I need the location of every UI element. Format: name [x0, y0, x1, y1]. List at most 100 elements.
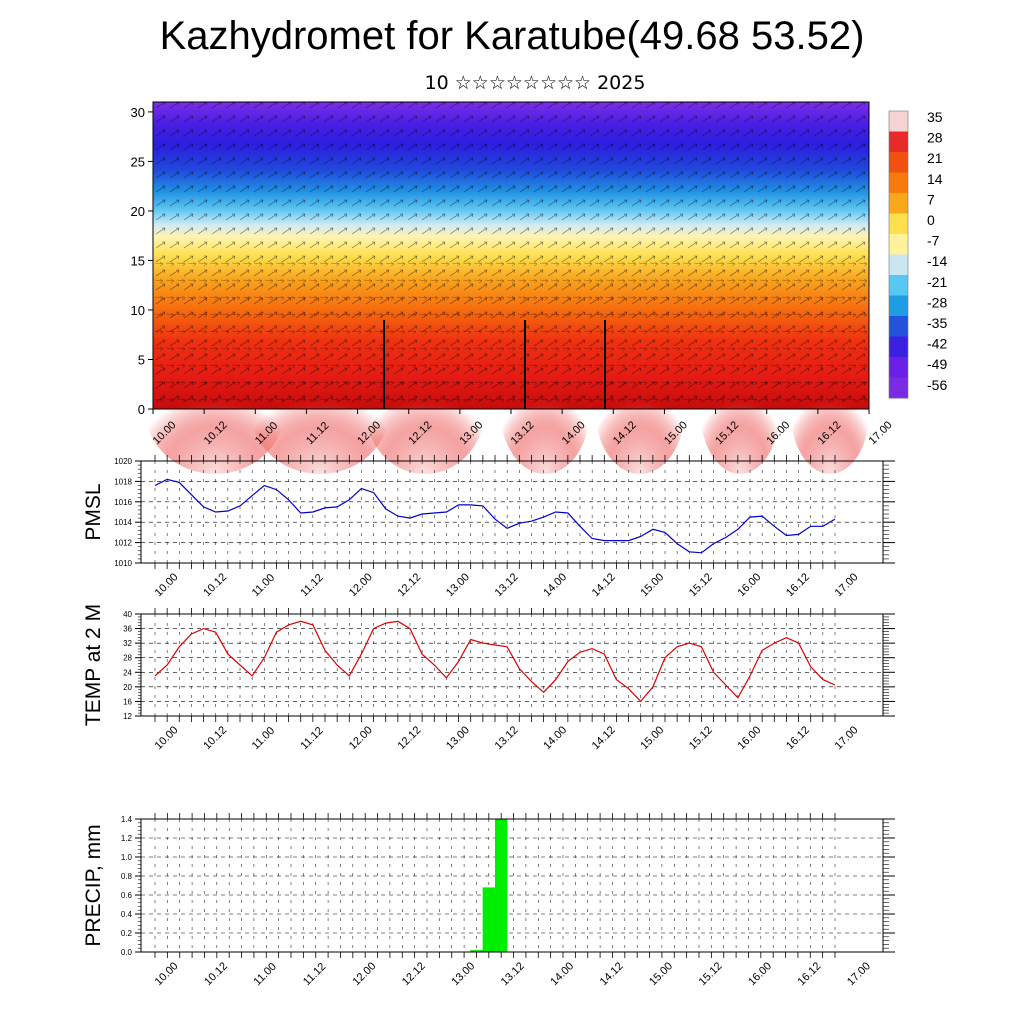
x-tick-label: 15.12 — [687, 571, 715, 599]
wind-vectors-low — [153, 252, 869, 409]
y-tick-label: 1.0 — [121, 853, 133, 862]
colorbar-label: 21 — [927, 150, 943, 166]
colorbar-segment — [889, 152, 908, 173]
y-tick-label: 0.0 — [121, 948, 133, 957]
x-tick-label: 16.00 — [746, 960, 774, 988]
y-axis-label: TEMP at 2 M — [82, 604, 105, 726]
y-tick-label: 0.4 — [121, 910, 133, 919]
x-tick-label: 10.12 — [201, 571, 229, 599]
x-tick-label: 11.00 — [250, 725, 277, 752]
x-tick-label: 15.00 — [638, 571, 666, 599]
series-line — [154, 620, 836, 703]
y-tick-label: 1014 — [114, 518, 132, 527]
x-tick-label: 12.00 — [347, 571, 375, 599]
x-tick-label: 17.00 — [833, 724, 861, 752]
x-tick-label: 13.12 — [493, 724, 521, 752]
panel-frame — [140, 460, 884, 564]
y-tick-label: 12 — [123, 712, 132, 721]
colorbar-label: 0 — [927, 212, 935, 228]
y-tick-label: 0 — [138, 402, 145, 417]
x-tick-label: 16.12 — [784, 724, 812, 752]
colorbar-label: 14 — [927, 171, 943, 187]
panel-frame — [140, 613, 884, 717]
y-tick-label: 16 — [123, 697, 132, 706]
x-tick-label: 15.12 — [697, 960, 725, 988]
colorbar-label: -7 — [927, 233, 940, 249]
y-axis-label: PRECIP, mm — [82, 824, 105, 946]
colorbar-label: 28 — [927, 130, 943, 146]
series-line — [154, 478, 836, 554]
x-tick-label: 16.00 — [735, 724, 763, 752]
x-tick-label: 13.00 — [444, 724, 472, 752]
colorbar-label: 35 — [927, 109, 943, 125]
x-tick-label: 16.12 — [796, 960, 824, 988]
y-tick-label: 1018 — [114, 477, 132, 486]
y-tick-label: 25 — [131, 154, 145, 169]
y-tick-label: 1.2 — [121, 834, 133, 843]
precip-bar — [495, 819, 508, 952]
colorbar-label: -28 — [927, 294, 947, 310]
x-tick-label: 12.00 — [350, 960, 378, 988]
colorbar-label: -42 — [927, 336, 947, 352]
colorbar-segment — [889, 336, 908, 358]
x-tick-label: 14.00 — [541, 724, 569, 752]
colorbar-segment — [889, 213, 908, 235]
colorbar-segment — [889, 275, 908, 296]
y-tick-label: 10 — [131, 303, 145, 318]
y-tick-label: 1.4 — [121, 815, 133, 824]
x-tick-label: 13.00 — [444, 571, 472, 599]
x-tick-label: 11.12 — [301, 961, 328, 988]
page-subtitle: 10 ☆☆☆☆☆☆☆☆ 2025 — [424, 72, 646, 94]
x-tick-label: 15.00 — [647, 960, 675, 988]
colorbar-segment — [889, 131, 908, 153]
y-tick-label: 20 — [131, 204, 145, 219]
colorbar-label: -21 — [927, 274, 947, 290]
x-tick-label: 17.00 — [833, 571, 861, 599]
colorbar-segment — [889, 316, 908, 337]
y-axis-label: PMSL — [82, 483, 105, 540]
y-tick-label: 30 — [131, 105, 145, 120]
x-tick-label: 14.00 — [548, 960, 576, 988]
colorbar-segment — [889, 254, 908, 276]
y-tick-label: 0.8 — [121, 872, 133, 881]
colorbar-segment — [889, 111, 908, 132]
x-tick-label: 12.12 — [395, 571, 423, 599]
x-tick-label: 13.00 — [449, 960, 477, 988]
colorbar-frame — [888, 110, 909, 399]
x-tick-label: 16.00 — [735, 571, 763, 599]
x-tick-label: 14.00 — [541, 571, 569, 599]
x-tick-label: 15.12 — [687, 724, 715, 752]
colorbar-segment — [889, 295, 908, 317]
y-tick-label: 36 — [123, 625, 132, 634]
y-tick-label: 1012 — [114, 539, 132, 548]
x-tick-label: 11.12 — [298, 725, 325, 752]
x-tick-label: 12.12 — [400, 960, 428, 988]
x-tick-label: 10.00 — [153, 724, 181, 752]
y-tick-label: 28 — [123, 654, 132, 663]
x-tick-label: 10.12 — [202, 960, 230, 988]
y-tick-label: 0.2 — [121, 929, 133, 938]
colorbar-label: -49 — [927, 356, 947, 372]
y-tick-label: 20 — [123, 683, 132, 692]
y-tick-label: 40 — [123, 610, 132, 619]
colorbar-segment — [889, 193, 908, 214]
x-tick-label: 14.12 — [590, 724, 618, 752]
x-tick-label: 13.12 — [493, 571, 521, 599]
panel-frame — [140, 818, 884, 953]
colorbar-segment — [889, 357, 908, 378]
x-tick-label: 10.12 — [201, 724, 229, 752]
x-tick-label: 11.00 — [250, 572, 277, 599]
x-tick-label: 14.12 — [590, 571, 618, 599]
y-tick-label: 24 — [123, 668, 132, 677]
x-tick-label: 16.12 — [784, 571, 812, 599]
x-tick-label: 17.00 — [845, 960, 873, 988]
x-tick-label: 13.12 — [499, 960, 527, 988]
precip-bar — [470, 950, 483, 952]
x-tick-label: 14.12 — [598, 960, 626, 988]
colorbar-segment — [889, 172, 908, 194]
x-tick-label: 17.00 — [867, 419, 895, 447]
colorbar-label: -56 — [927, 377, 947, 393]
y-tick-label: 1016 — [114, 498, 132, 507]
colorbar-segment — [889, 234, 908, 255]
